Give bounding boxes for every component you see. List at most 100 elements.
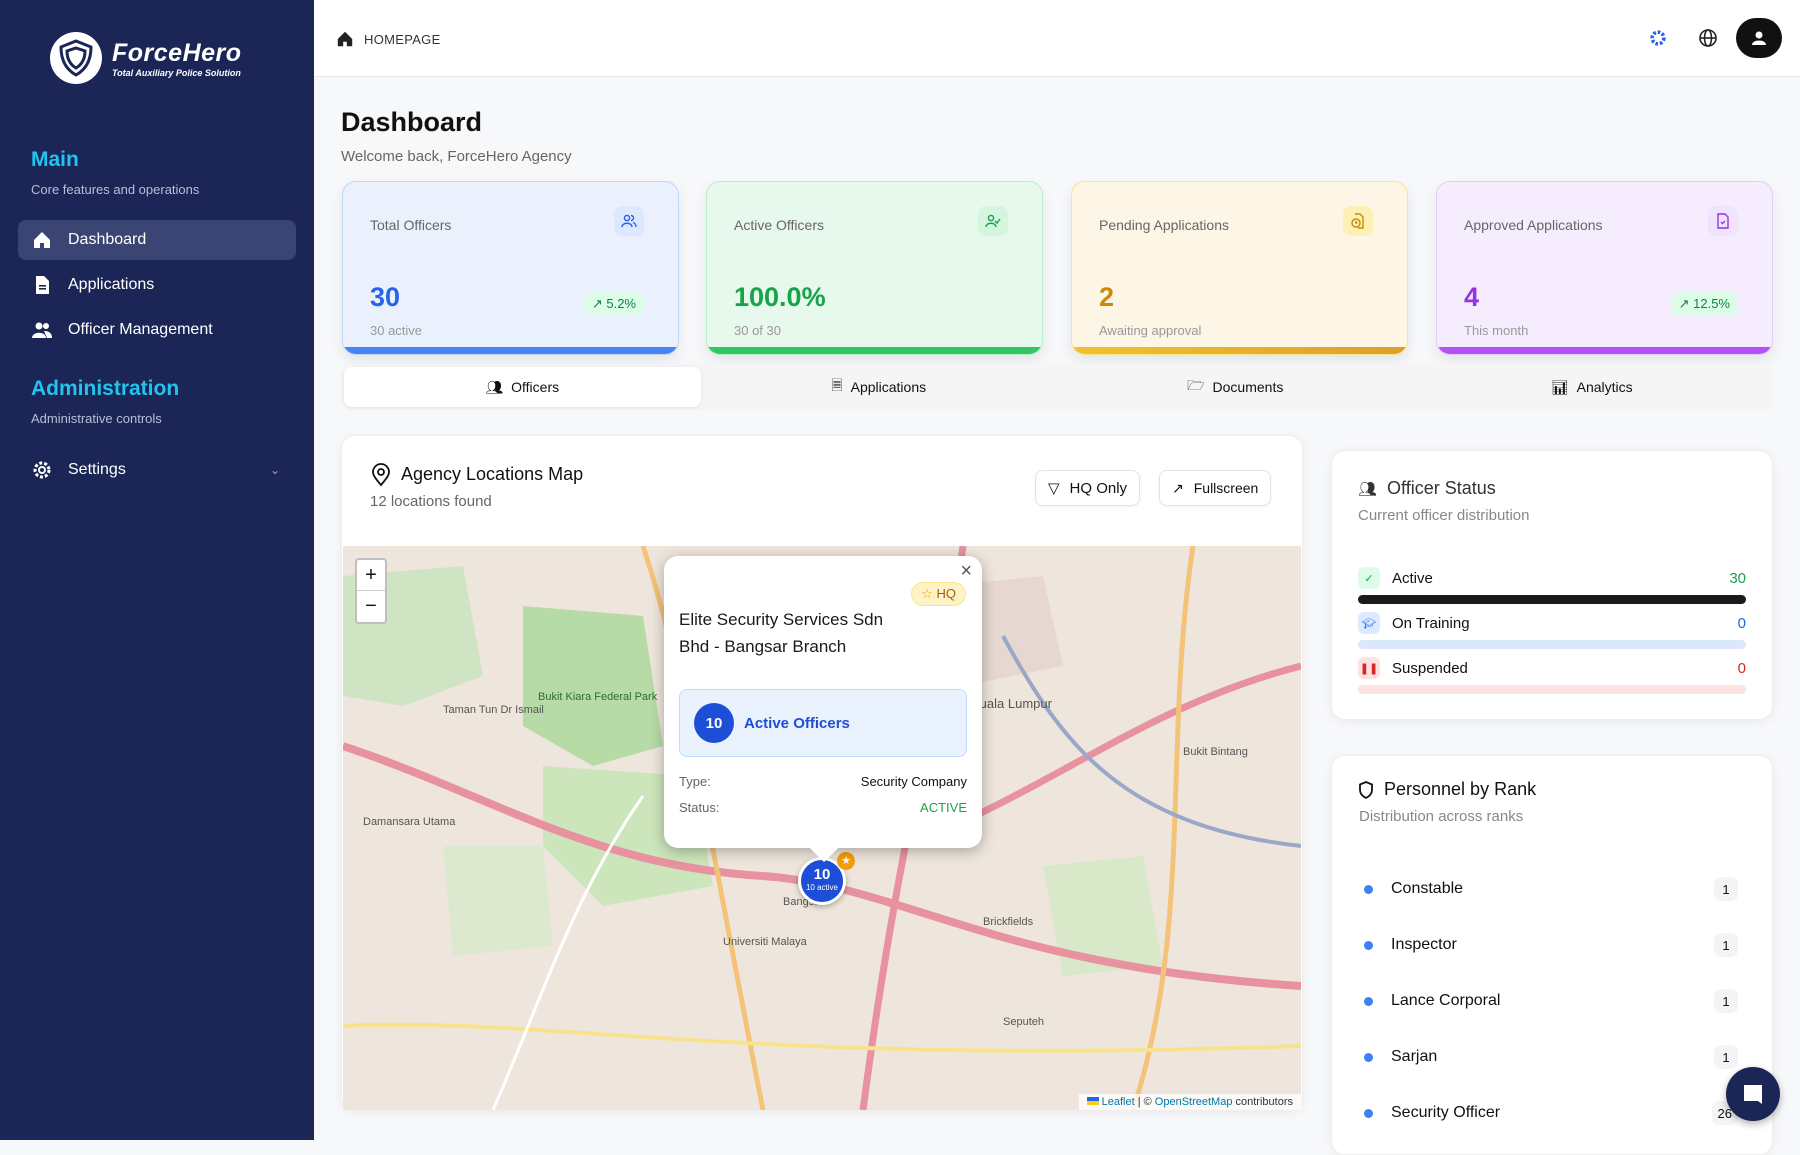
map-label: Bukit Bintang [1183, 746, 1248, 758]
button-label: Fullscreen [1193, 480, 1259, 496]
hq-badge: ☆ HQ [911, 582, 966, 606]
tab-label: Documents [1212, 379, 1284, 395]
file-check-icon [1708, 206, 1738, 236]
tab-analytics[interactable]: 📊︎ Analytics [1414, 367, 1771, 407]
stat-subtext: 30 active [370, 323, 423, 338]
status-progress-track [1358, 685, 1746, 694]
sidebar-item-officer-management[interactable]: Officer Management [18, 310, 296, 350]
status-label: On Training [1392, 614, 1470, 632]
ukraine-flag-icon [1086, 1097, 1099, 1105]
zoom-out-button[interactable]: − [365, 595, 377, 617]
map-label: Damansara Utama [363, 816, 456, 828]
bullet-dot-icon [1364, 884, 1373, 894]
hq-only-button[interactable]: ▽ HQ Only [1035, 470, 1141, 506]
tab-label: Officers [511, 379, 560, 395]
osm-link[interactable]: OpenStreetMap [1154, 1096, 1233, 1108]
chat-icon [1744, 1085, 1762, 1104]
type-value: Security Company [860, 774, 967, 789]
map-label: Brickfields [983, 916, 1034, 928]
close-icon[interactable]: × [960, 560, 972, 582]
breadcrumb[interactable]: HOMEPAGE [336, 30, 441, 48]
file-icon [36, 276, 49, 294]
stat-card-active-officers[interactable]: Active Officers 100.0% 30 of 30 [706, 181, 1043, 355]
sidebar: ForceHero Total Auxiliary Police Solutio… [0, 0, 314, 1140]
sidebar-item-label: Officer Management [68, 321, 213, 338]
rank-label: Lance Corporal [1391, 992, 1501, 1009]
status-progress-track [1358, 640, 1746, 649]
button-label: HQ Only [1069, 479, 1128, 497]
shield-logo-icon [50, 32, 102, 84]
location-popup: × ☆ HQ Elite Security Services Sdn Bhd -… [664, 556, 982, 863]
filter-icon: ▽ [1048, 480, 1060, 497]
status-value: ACTIVE [920, 800, 967, 815]
brand-logo[interactable]: ForceHero Total Auxiliary Police Solutio… [50, 32, 242, 84]
location-marker[interactable]: 10 10 active ★ [798, 852, 855, 905]
panel-title: Officer Status [1387, 478, 1496, 498]
fullscreen-button[interactable]: ↗ Fullscreen [1159, 470, 1272, 506]
stat-subtext: Awaiting approval [1099, 323, 1202, 338]
marker-count: 10 [813, 866, 831, 883]
rank-count-badge: 1 [1714, 989, 1738, 1013]
active-officers-count: 10 [694, 703, 734, 743]
expand-icon: ↗ [1172, 479, 1184, 496]
map-label: Bukit Kiara Federal Park [538, 691, 658, 703]
officer-status-header: 👥︎ Officer Status [1358, 478, 1496, 499]
stat-card-approved-applications[interactable]: Approved Applications 4 This month ↗ 12.… [1436, 181, 1773, 355]
tab-documents[interactable]: 🗁︎ Documents [1057, 367, 1414, 407]
panel-title: Personnel by Rank [1384, 779, 1537, 799]
sidebar-item-settings[interactable]: Settings ⌄ [18, 450, 296, 490]
gear-icon [1650, 30, 1666, 46]
stat-label: Total Officers [370, 217, 452, 233]
map-attribution: Leaflet | © OpenStreetMap contributors [1078, 1094, 1301, 1110]
section-main-title: Main [31, 148, 79, 171]
stat-subtext: 30 of 30 [734, 323, 781, 338]
user-avatar-button[interactable] [1736, 18, 1782, 58]
chat-button[interactable] [1726, 1067, 1780, 1121]
status-row-on-training: 🎓︎ On Training 0 [1358, 612, 1746, 649]
marker-subtext: 10 active [805, 883, 839, 892]
tab-officers[interactable]: 👥︎ Officers [344, 367, 701, 407]
sidebar-item-dashboard[interactable]: Dashboard [18, 220, 296, 260]
section-admin-subtitle: Administrative controls [31, 411, 162, 426]
stat-value: 30 [370, 282, 401, 312]
rank-label: Constable [1391, 880, 1464, 897]
stat-label: Active Officers [734, 217, 824, 233]
trend-value: 5.2% [606, 296, 636, 311]
breadcrumb-label: HOMEPAGE [364, 31, 441, 47]
dashboard-tabs: 👥︎ Officers 🗏︎ Applications 🗁︎ Documents 📊︎… [341, 364, 1773, 410]
brand-tagline: Total Auxiliary Police Solution [112, 67, 241, 78]
brand-name: ForceHero [112, 38, 242, 67]
rank-row: Constable 1 [1364, 877, 1738, 901]
sidebar-item-applications[interactable]: Applications [18, 265, 296, 305]
language-button[interactable] [1692, 22, 1724, 54]
map-pin-icon [372, 463, 390, 487]
stat-label: Pending Applications [1099, 217, 1229, 233]
stat-card-pending-applications[interactable]: Pending Applications 2 Awaiting approval [1071, 181, 1408, 355]
trend-up-icon: ↗ [591, 296, 603, 311]
settings-button[interactable] [1642, 22, 1674, 54]
page-title: Dashboard [341, 107, 483, 137]
sidebar-item-label: Settings [68, 461, 126, 478]
stat-value: 100.0% [734, 282, 826, 312]
folder-icon: 🗁︎ [1187, 377, 1205, 393]
file-clock-icon: 🗏︎ [831, 377, 843, 393]
bar-chart-icon: 📊︎ [1550, 378, 1569, 395]
section-main-subtitle: Core features and operations [31, 182, 200, 197]
stat-card-total-officers[interactable]: Total Officers 30 30 active ↗ 5.2% [342, 181, 679, 355]
tab-applications[interactable]: 🗏︎ Applications [701, 367, 1058, 407]
status-label: Status: [679, 800, 720, 815]
card-accent-bar [343, 347, 678, 354]
rank-row: Sarjan 1 [1364, 1045, 1738, 1069]
sidebar-item-label: Applications [68, 276, 155, 293]
map-label: Kuala Lumpur [971, 696, 1052, 711]
zoom-in-button[interactable]: + [357, 560, 385, 591]
card-accent-bar [707, 347, 1042, 354]
leaflet-link[interactable]: Leaflet [1101, 1096, 1135, 1108]
status-count: 0 [1737, 614, 1746, 632]
tab-label: Applications [850, 379, 927, 395]
officer-status-panel [1331, 450, 1773, 720]
graduation-cap-icon: 🎓︎ [1358, 612, 1380, 634]
panel-subtitle: Distribution across ranks [1359, 808, 1524, 825]
trend-badge: ↗ 5.2% [583, 292, 644, 316]
map-label: Seputeh [1003, 1016, 1044, 1028]
